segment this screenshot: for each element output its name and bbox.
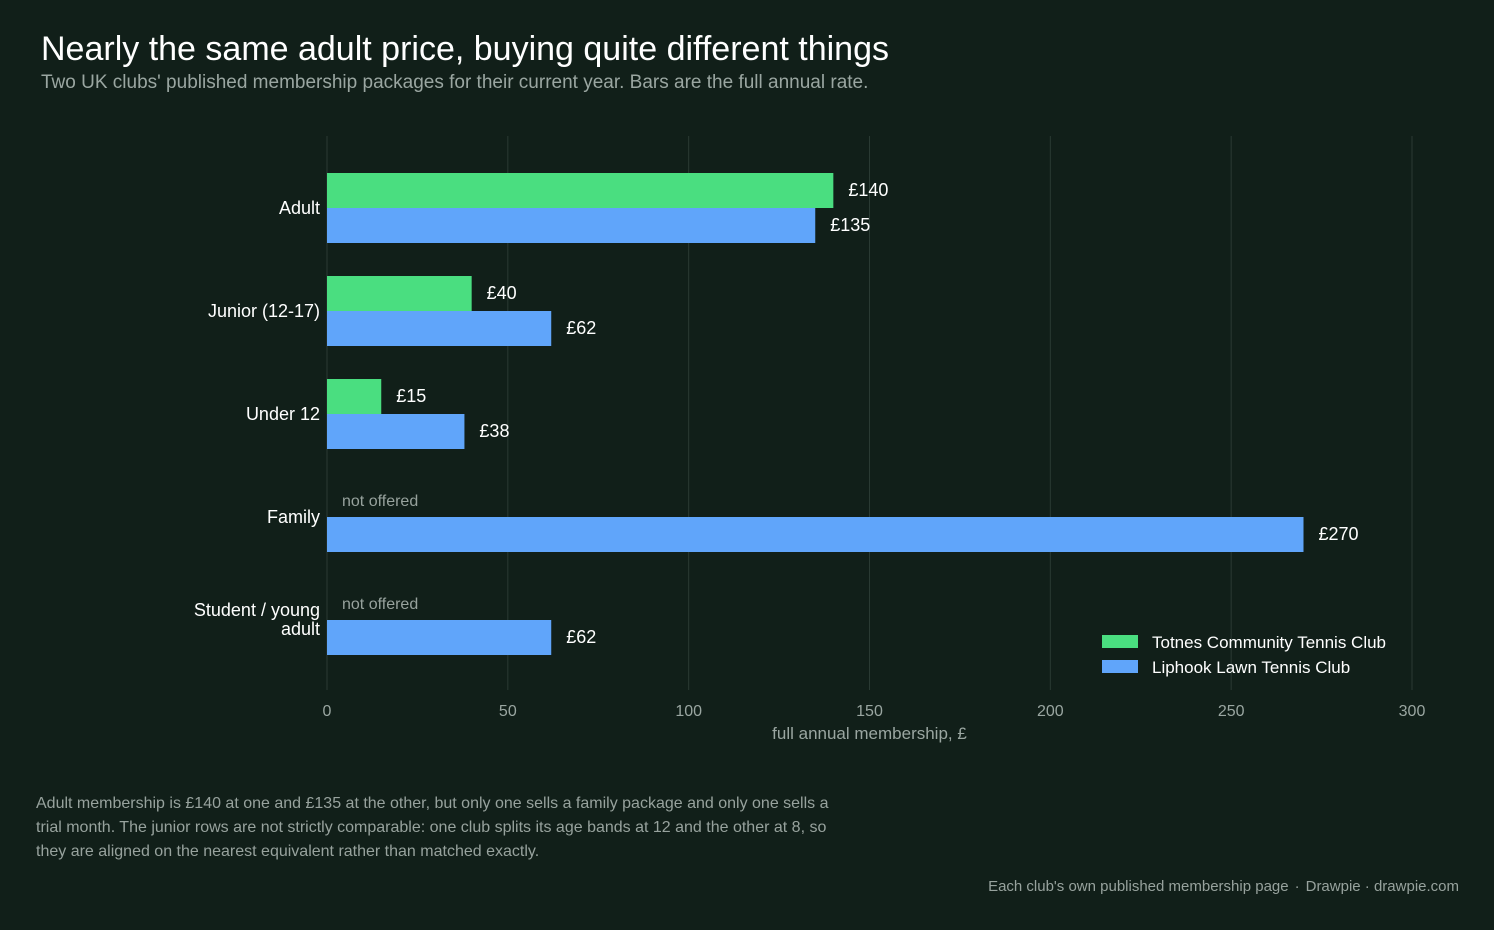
category-label: adult: [281, 619, 320, 639]
bar: [327, 414, 465, 449]
data-label: £38: [479, 421, 509, 441]
bar: [327, 311, 552, 346]
footnote: Adult membership is £140 at one and £135…: [36, 795, 829, 860]
x-axis-label: full annual membership, £: [772, 724, 967, 743]
bar: [327, 620, 552, 655]
not-offered-label: not offered: [342, 596, 418, 613]
x-tick-label: 50: [499, 703, 517, 720]
bar: [327, 208, 816, 243]
category-label: Family: [267, 507, 320, 527]
data-label: £270: [1319, 524, 1359, 544]
data-label: £140: [848, 180, 888, 200]
chart-subtitle: Two UK clubs' published membership packa…: [41, 72, 869, 93]
source-separator: ·: [1294, 878, 1300, 895]
category-label: Adult: [279, 198, 320, 218]
bar: [327, 276, 472, 311]
data-label: £62: [566, 318, 596, 338]
data-label: £135: [830, 215, 870, 235]
legend-label: Liphook Lawn Tennis Club: [1152, 658, 1350, 677]
x-tick-label: 0: [323, 703, 332, 720]
x-tick-label: 200: [1037, 703, 1064, 720]
legend-swatch: [1102, 660, 1138, 673]
data-label: £40: [487, 283, 517, 303]
source-text: Each club's own published membership pag…: [988, 878, 1289, 895]
category-label: Junior (12-17): [208, 301, 320, 321]
bar-chart: 0 50 100 150 200 250 300 full annual membership…: [194, 136, 1426, 743]
x-tick-label: 300: [1399, 703, 1426, 720]
x-tick-label: 150: [856, 703, 883, 720]
legend-swatch: [1102, 635, 1138, 648]
bar: [327, 379, 382, 414]
source-line: Each club's own published membership pag…: [988, 878, 1459, 895]
chart-title: Nearly the same adult price, buying quit…: [41, 30, 889, 68]
data-label: £15: [396, 386, 426, 406]
bar: [327, 173, 834, 208]
not-offered-label: not offered: [342, 493, 418, 510]
bar: [327, 517, 1304, 552]
x-tick-label: 100: [675, 703, 702, 720]
data-label: £62: [566, 627, 596, 647]
source-credit: Drawpie · drawpie.com: [1305, 878, 1459, 895]
legend-label: Totnes Community Tennis Club: [1152, 633, 1386, 652]
category-label: Student / young: [194, 600, 320, 620]
x-tick-label: 250: [1218, 703, 1245, 720]
category-label: Under 12: [246, 404, 320, 424]
